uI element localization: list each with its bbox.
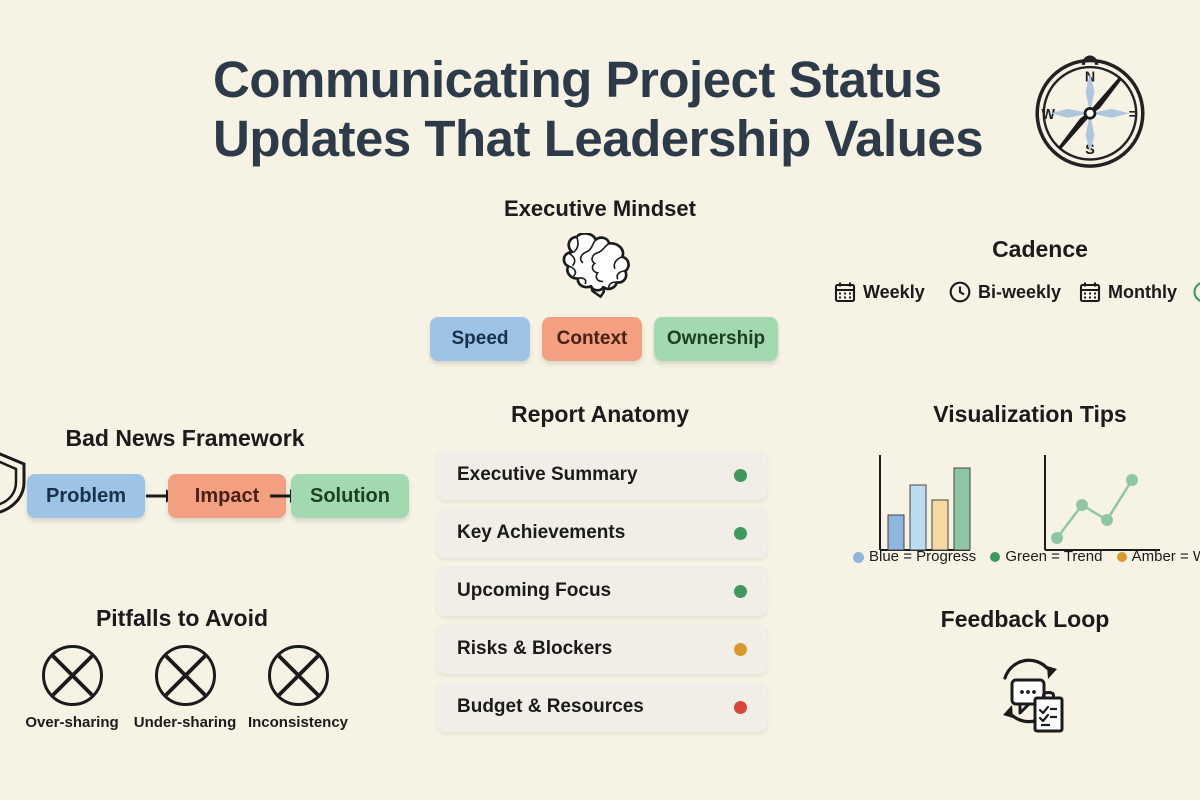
svg-text:W: W — [1041, 107, 1055, 123]
svg-text:=: = — [1129, 107, 1137, 123]
